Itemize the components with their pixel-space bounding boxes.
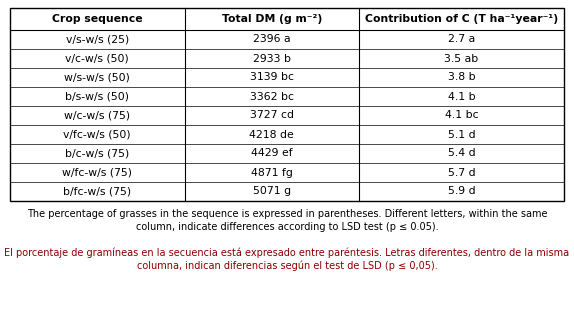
Text: 2396 a: 2396 a xyxy=(253,34,290,45)
Bar xyxy=(10,8,564,201)
Text: b/s-w/s (50): b/s-w/s (50) xyxy=(65,91,129,101)
Text: 4429 ef: 4429 ef xyxy=(251,148,293,158)
Text: v/s-w/s (25): v/s-w/s (25) xyxy=(65,34,129,45)
Text: The percentage of grasses in the sequence is expressed in parentheses. Different: The percentage of grasses in the sequenc… xyxy=(27,209,547,232)
Text: 2.7 a: 2.7 a xyxy=(448,34,475,45)
Text: b/fc-w/s (75): b/fc-w/s (75) xyxy=(63,187,131,197)
Text: El porcentaje de gramíneas en la secuencia está expresado entre paréntesis. Letr: El porcentaje de gramíneas en la secuenc… xyxy=(5,247,569,271)
Text: 3727 cd: 3727 cd xyxy=(250,110,294,121)
Text: w/c-w/s (75): w/c-w/s (75) xyxy=(64,110,130,121)
Text: w/fc-w/s (75): w/fc-w/s (75) xyxy=(62,167,132,178)
Text: 3.8 b: 3.8 b xyxy=(448,73,475,82)
Text: 5071 g: 5071 g xyxy=(253,187,291,197)
Text: Total DM (g m⁻²): Total DM (g m⁻²) xyxy=(222,14,322,24)
Text: 5.7 d: 5.7 d xyxy=(448,167,475,178)
Text: 4218 de: 4218 de xyxy=(249,130,294,140)
Text: v/fc-w/s (50): v/fc-w/s (50) xyxy=(64,130,131,140)
Text: 3.5 ab: 3.5 ab xyxy=(444,54,479,64)
Text: 4.1 b: 4.1 b xyxy=(448,91,475,101)
Text: 5.4 d: 5.4 d xyxy=(448,148,475,158)
Text: Contribution of C (T ha⁻¹year⁻¹): Contribution of C (T ha⁻¹year⁻¹) xyxy=(365,14,558,24)
Text: 4.1 bc: 4.1 bc xyxy=(445,110,478,121)
Text: 4871 fg: 4871 fg xyxy=(251,167,293,178)
Text: Crop sequence: Crop sequence xyxy=(52,14,142,24)
Text: 5.9 d: 5.9 d xyxy=(448,187,475,197)
Text: b/c-w/s (75): b/c-w/s (75) xyxy=(65,148,129,158)
Text: v/c-w/s (50): v/c-w/s (50) xyxy=(65,54,129,64)
Text: 3139 bc: 3139 bc xyxy=(250,73,294,82)
Text: 5.1 d: 5.1 d xyxy=(448,130,475,140)
Text: w/s-w/s (50): w/s-w/s (50) xyxy=(64,73,130,82)
Text: 3362 bc: 3362 bc xyxy=(250,91,294,101)
Text: 2933 b: 2933 b xyxy=(253,54,291,64)
